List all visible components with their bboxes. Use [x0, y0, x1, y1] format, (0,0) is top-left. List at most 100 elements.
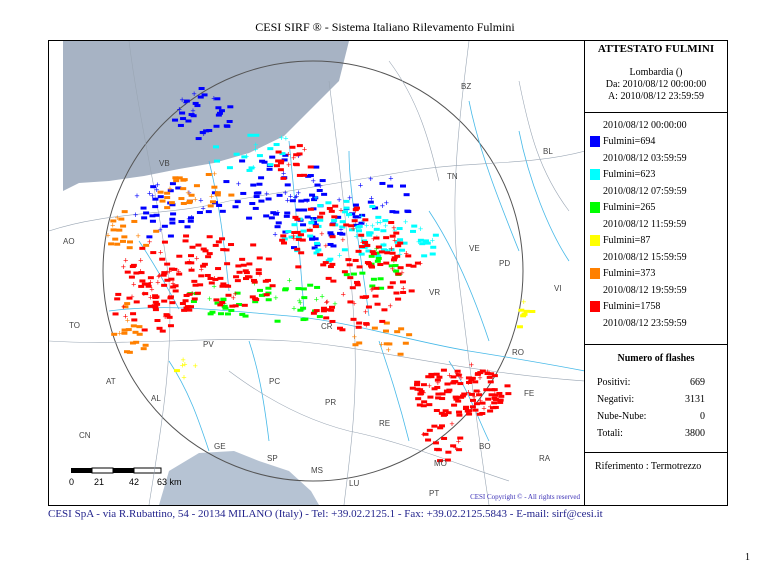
lightning-negative-mark	[130, 324, 137, 328]
lightning-negative-mark	[182, 299, 189, 303]
lightning-positive-mark: +	[281, 169, 286, 179]
lightning-negative-mark	[410, 229, 417, 233]
province-label: BL	[543, 147, 553, 156]
lightning-negative-mark	[225, 293, 232, 297]
lightning-negative-mark	[374, 302, 381, 306]
lightning-negative-mark	[202, 249, 209, 253]
lightning-negative-mark	[299, 238, 306, 242]
lightning-negative-mark	[294, 230, 301, 234]
lightning-positive-mark: +	[371, 234, 376, 244]
province-label: RO	[512, 348, 524, 357]
lightning-negative-mark	[354, 280, 361, 284]
lightning-positive-mark: +	[236, 179, 241, 189]
lightning-negative-mark	[154, 319, 161, 323]
page-number: 1	[745, 552, 750, 563]
lightning-negative-mark	[341, 270, 348, 274]
lightning-positive-mark: +	[279, 133, 284, 143]
lightning-negative-mark	[246, 275, 253, 279]
lightning-negative-mark	[224, 262, 231, 266]
legend-timestamp: 2010/08/12 03:59:59	[603, 153, 687, 164]
lightning-positive-mark: +	[392, 236, 397, 246]
flash-row: Totali: 3800	[585, 425, 727, 442]
lightning-negative-mark	[159, 199, 166, 203]
lightning-negative-mark	[188, 261, 195, 265]
legend-count: Fulmini=87	[585, 234, 727, 251]
lightning-negative-mark	[124, 270, 131, 274]
lightning-negative-mark	[121, 331, 128, 335]
lightning-negative-mark	[362, 240, 369, 244]
lightning-positive-mark: +	[125, 315, 130, 325]
lightning-negative-mark	[178, 220, 185, 224]
lightning-negative-mark	[173, 179, 180, 183]
lightning-negative-mark	[169, 221, 176, 225]
lightning-negative-mark	[236, 270, 243, 274]
lightning-positive-mark: +	[150, 191, 155, 201]
lightning-negative-mark	[219, 300, 226, 304]
lightning-negative-mark	[146, 235, 153, 239]
lightning-negative-mark	[298, 251, 305, 255]
lightning-negative-mark	[114, 297, 121, 301]
lightning-negative-mark	[450, 444, 457, 448]
lightning-negative-mark	[380, 229, 387, 233]
lightning-negative-mark	[275, 150, 282, 154]
lightning-negative-mark	[375, 254, 382, 258]
lightning-positive-mark: +	[310, 215, 315, 225]
lightning-positive-mark: +	[273, 230, 278, 240]
lightning-negative-mark	[169, 217, 176, 221]
lightning-negative-mark	[296, 173, 303, 177]
lightning-negative-mark	[161, 271, 168, 275]
lightning-positive-mark: +	[383, 221, 388, 231]
lightning-positive-mark: +	[121, 262, 126, 272]
lightning-positive-mark: +	[388, 174, 393, 184]
page-title: CESI SIRF ® - Sistema Italiano Rilevamen…	[255, 20, 515, 34]
lightning-negative-mark	[382, 329, 389, 333]
lightning-negative-mark	[212, 243, 219, 247]
lightning-negative-mark	[242, 277, 249, 281]
lightning-negative-mark	[491, 401, 498, 405]
lightning-negative-mark	[339, 220, 346, 224]
lightning-negative-mark	[373, 236, 380, 240]
lightning-negative-mark	[253, 298, 260, 302]
lightning-negative-mark	[220, 282, 227, 286]
lightning-negative-mark	[122, 305, 129, 309]
lightning-negative-mark	[304, 215, 311, 219]
lightning-negative-mark	[118, 217, 125, 221]
lightning-positive-mark: +	[296, 188, 301, 198]
lightning-negative-mark	[314, 285, 321, 289]
lightning-negative-mark	[408, 289, 415, 293]
lightning-negative-mark	[288, 235, 295, 239]
lightning-negative-mark	[383, 236, 390, 240]
lightning-negative-mark	[140, 206, 147, 210]
lightning-positive-mark: +	[369, 285, 374, 295]
lightning-positive-mark: +	[291, 153, 296, 163]
lightning-negative-mark	[483, 388, 490, 392]
lightning-negative-mark	[343, 199, 350, 203]
lightning-negative-mark	[213, 124, 220, 128]
lightning-negative-mark	[327, 242, 334, 246]
lightning-negative-mark	[458, 395, 465, 399]
lightning-negative-mark	[472, 408, 479, 412]
lightning-negative-mark	[178, 197, 185, 201]
lightning-negative-mark	[255, 271, 262, 275]
legend-label: Fulmini=623	[603, 169, 656, 180]
lightning-positive-mark: +	[163, 312, 168, 322]
lightning-negative-mark	[187, 254, 194, 258]
lightning-negative-mark	[142, 292, 149, 296]
lightning-negative-mark	[136, 332, 143, 336]
lightning-negative-mark	[188, 193, 195, 197]
lightning-negative-mark	[310, 311, 317, 315]
lightning-negative-mark	[279, 238, 286, 242]
lightning-negative-mark	[159, 329, 166, 333]
lightning-negative-mark	[296, 144, 303, 148]
lightning-negative-mark	[275, 159, 282, 163]
lightning-negative-mark	[256, 154, 263, 158]
lightning-negative-mark	[164, 191, 171, 195]
lightning-negative-mark	[150, 251, 157, 255]
lightning-positive-mark: +	[134, 191, 139, 201]
lightning-negative-mark	[472, 380, 479, 384]
lightning-negative-mark	[269, 155, 276, 159]
lightning-negative-mark	[300, 287, 307, 291]
lightning-negative-mark	[293, 153, 300, 157]
lightning-negative-mark	[417, 392, 424, 396]
lightning-negative-mark	[125, 328, 132, 332]
